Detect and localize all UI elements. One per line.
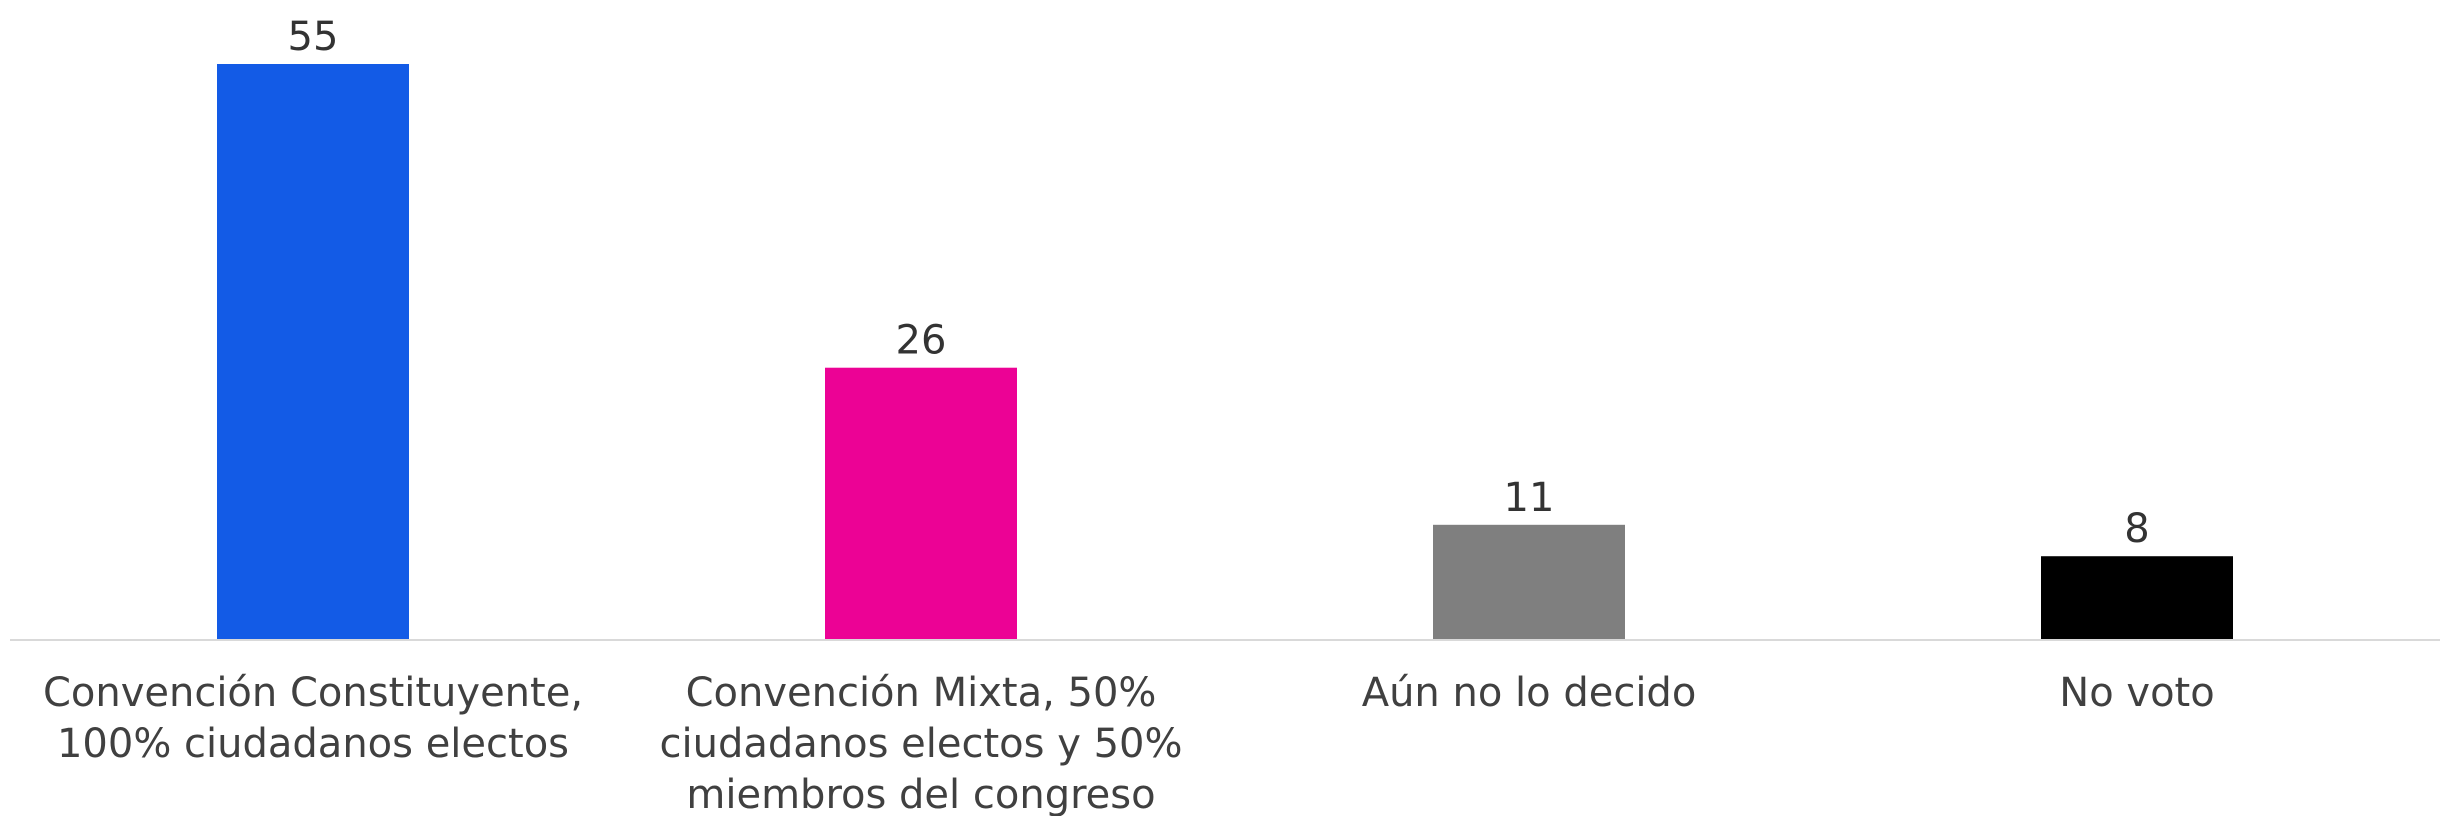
category-label-4-line-1: No voto [2059, 670, 2214, 716]
value-label-3: 11 [1504, 475, 1555, 521]
category-label-2-line-1: Convención Mixta, 50% [686, 670, 1157, 716]
category-label-4: No voto [2059, 670, 2214, 716]
category-label-3: Aún no lo decido [1362, 670, 1697, 716]
category-labels-group: Convención Constituyente, 100% ciudadanos… [43, 670, 2215, 816]
value-label-2: 26 [896, 318, 947, 364]
value-label-1: 55 [288, 14, 339, 60]
value-label-4: 8 [2124, 506, 2149, 552]
value-labels-group: 55 26 11 8 [288, 14, 2150, 552]
bar-2 [825, 367, 1017, 640]
category-label-3-line-1: Aún no lo decido [1362, 670, 1697, 716]
category-label-1-line-2: 100% ciudadanos electos [57, 721, 569, 767]
category-label-2: Convención Mixta, 50% ciudadanos electos … [660, 670, 1183, 816]
category-label-2-line-3: miembros del congreso [686, 772, 1155, 816]
bar-1 [217, 64, 409, 640]
bar-3 [1433, 524, 1625, 640]
category-label-1: Convención Constituyente, 100% ciudadanos… [43, 670, 583, 767]
bar-4 [2041, 556, 2233, 640]
bars-group [217, 64, 2233, 640]
category-label-1-line-1: Convención Constituyente, [43, 670, 583, 716]
category-label-2-line-2: ciudadanos electos y 50% [660, 721, 1183, 767]
